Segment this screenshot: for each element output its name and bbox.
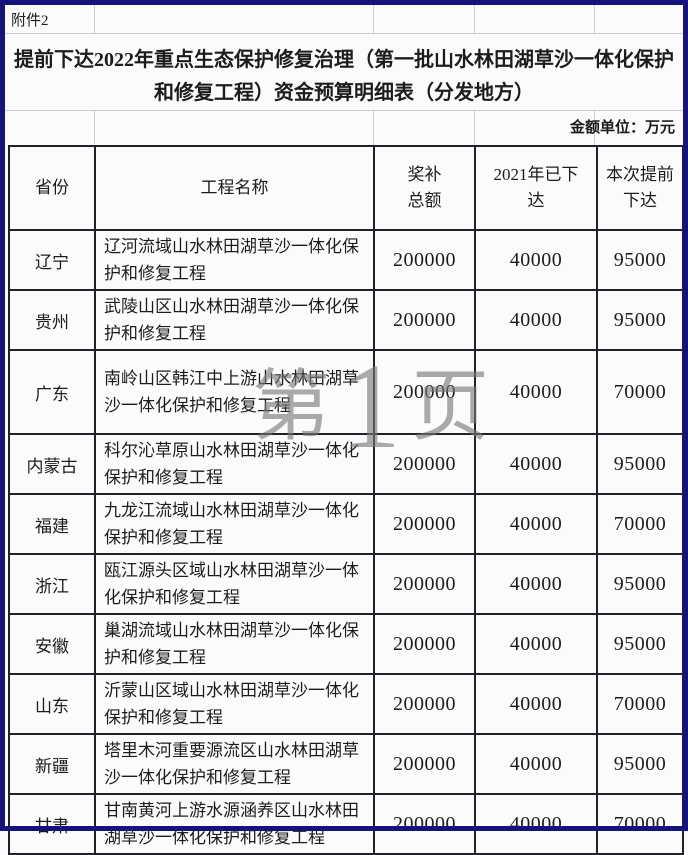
- cell-award-total: 200000: [373, 733, 476, 795]
- table-header-row: 省份 工程名称 奖补 总额 2021年已下 达 本次提前 下达: [8, 145, 684, 231]
- gridline-horizontal: [5, 110, 683, 111]
- cell-issued-2021: 40000: [474, 349, 598, 435]
- cell-project-name: 甘南黄河上游水源涵养区山水林田湖草沙一体化保护和修复工程: [94, 793, 375, 855]
- cell-advance-issued: 70000: [596, 349, 684, 435]
- gridline-vertical: [594, 5, 595, 33]
- cell-project-name: 九龙江流域山水林田湖草沙一体化保护和修复工程: [94, 493, 375, 555]
- cell-issued-2021: 40000: [474, 553, 598, 615]
- cell-award-total: 200000: [373, 613, 476, 675]
- cell-advance-issued: 70000: [596, 673, 684, 735]
- gridline-vertical: [474, 110, 475, 145]
- document-title: 提前下达2022年重点生态保护修复治理（第一批山水林田湖草沙一体化保护 和修复工…: [0, 44, 688, 110]
- table-row: 广东 南岭山区韩江中上游山水林田湖草沙一体化保护和修复工程 200000 400…: [8, 349, 684, 435]
- gridline-vertical: [373, 110, 374, 145]
- table-row: 山东 沂蒙山区域山水林田湖草沙一体化保护和修复工程 200000 40000 7…: [8, 673, 684, 735]
- col-header-advance-issue: 本次提前 下达: [596, 145, 684, 231]
- cell-issued-2021: 40000: [474, 733, 598, 795]
- cell-province: 辽宁: [8, 229, 96, 291]
- gridline-vertical: [594, 110, 595, 145]
- cell-award-total: 200000: [373, 553, 476, 615]
- table-row: 内蒙古 科尔沁草原山水林田湖草沙一体化保护和修复工程 200000 40000 …: [8, 433, 684, 495]
- cell-province: 山东: [8, 673, 96, 735]
- table-row: 甘肃 甘南黄河上游水源涵养区山水林田湖草沙一体化保护和修复工程 200000 4…: [8, 793, 684, 855]
- title-line-2: 和修复工程）资金预算明细表（分发地方）: [154, 82, 534, 104]
- table-row: 辽宁 辽河流域山水林田湖草沙一体化保护和修复工程 200000 40000 95…: [8, 229, 684, 291]
- cell-award-total: 200000: [373, 289, 476, 351]
- cell-award-total: 200000: [373, 673, 476, 735]
- table-row: 安徽 巢湖流域山水林田湖草沙一体化保护和修复工程 200000 40000 95…: [8, 613, 684, 675]
- gridline-vertical: [474, 5, 475, 33]
- col-header-project-name: 工程名称: [94, 145, 375, 231]
- col-header-issued-2021: 2021年已下 达: [474, 145, 598, 231]
- title-line-1: 提前下达2022年重点生态保护修复治理（第一批山水林田湖草沙一体化保护: [14, 49, 674, 71]
- cell-award-total: 200000: [373, 229, 476, 291]
- cell-issued-2021: 40000: [474, 673, 598, 735]
- gridline-horizontal: [5, 33, 683, 34]
- cell-province: 内蒙古: [8, 433, 96, 495]
- cell-province: 浙江: [8, 553, 96, 615]
- table-row: 新疆 塔里木河重要源流区山水林田湖草沙一体化保护和修复工程 200000 400…: [8, 733, 684, 795]
- cell-project-name: 瓯江源头区域山水林田湖草沙一体化保护和修复工程: [94, 553, 375, 615]
- cell-issued-2021: 40000: [474, 793, 598, 855]
- gridline-vertical: [94, 110, 95, 145]
- cell-project-name: 科尔沁草原山水林田湖草沙一体化保护和修复工程: [94, 433, 375, 495]
- cell-project-name: 武陵山区山水林田湖草沙一体化保护和修复工程: [94, 289, 375, 351]
- cell-advance-issued: 95000: [596, 733, 684, 795]
- table-row: 福建 九龙江流域山水林田湖草沙一体化保护和修复工程 200000 40000 7…: [8, 493, 684, 555]
- cell-issued-2021: 40000: [474, 229, 598, 291]
- cell-project-name: 巢湖流域山水林田湖草沙一体化保护和修复工程: [94, 613, 375, 675]
- cell-province: 新疆: [8, 733, 96, 795]
- cell-issued-2021: 40000: [474, 433, 598, 495]
- gridline-vertical: [94, 5, 95, 33]
- cell-advance-issued: 95000: [596, 433, 684, 495]
- cell-advance-issued: 95000: [596, 229, 684, 291]
- cell-advance-issued: 70000: [596, 493, 684, 555]
- cell-province: 安徽: [8, 613, 96, 675]
- cell-award-total: 200000: [373, 493, 476, 555]
- cell-province: 福建: [8, 493, 96, 555]
- cell-award-total: 200000: [373, 349, 476, 435]
- gridline-vertical: [373, 5, 374, 33]
- cell-issued-2021: 40000: [474, 289, 598, 351]
- cell-advance-issued: 95000: [596, 553, 684, 615]
- table-row: 浙江 瓯江源头区域山水林田湖草沙一体化保护和修复工程 200000 40000 …: [8, 553, 684, 615]
- cell-award-total: 200000: [373, 433, 476, 495]
- cell-province: 甘肃: [8, 793, 96, 855]
- cell-province: 贵州: [8, 289, 96, 351]
- budget-table: 省份 工程名称 奖补 总额 2021年已下 达 本次提前 下达 辽宁 辽河流域山…: [8, 145, 684, 855]
- cell-project-name: 南岭山区韩江中上游山水林田湖草沙一体化保护和修复工程: [94, 349, 375, 435]
- col-header-province: 省份: [8, 145, 96, 231]
- table-row: 贵州 武陵山区山水林田湖草沙一体化保护和修复工程 200000 40000 95…: [8, 289, 684, 351]
- attachment-label: 附件2: [11, 13, 49, 29]
- cell-award-total: 200000: [373, 793, 476, 855]
- cell-project-name: 塔里木河重要源流区山水林田湖草沙一体化保护和修复工程: [94, 733, 375, 795]
- cell-province: 广东: [8, 349, 96, 435]
- table-body: 辽宁 辽河流域山水林田湖草沙一体化保护和修复工程 200000 40000 95…: [8, 229, 684, 855]
- amount-unit-note: 金额单位：万元: [569, 120, 675, 136]
- col-header-award-total: 奖补 总额: [373, 145, 476, 231]
- cell-issued-2021: 40000: [474, 493, 598, 555]
- cell-project-name: 沂蒙山区域山水林田湖草沙一体化保护和修复工程: [94, 673, 375, 735]
- cell-advance-issued: 95000: [596, 289, 684, 351]
- cell-project-name: 辽河流域山水林田湖草沙一体化保护和修复工程: [94, 229, 375, 291]
- cell-issued-2021: 40000: [474, 613, 598, 675]
- cell-advance-issued: 95000: [596, 613, 684, 675]
- cell-advance-issued: 70000: [596, 793, 684, 855]
